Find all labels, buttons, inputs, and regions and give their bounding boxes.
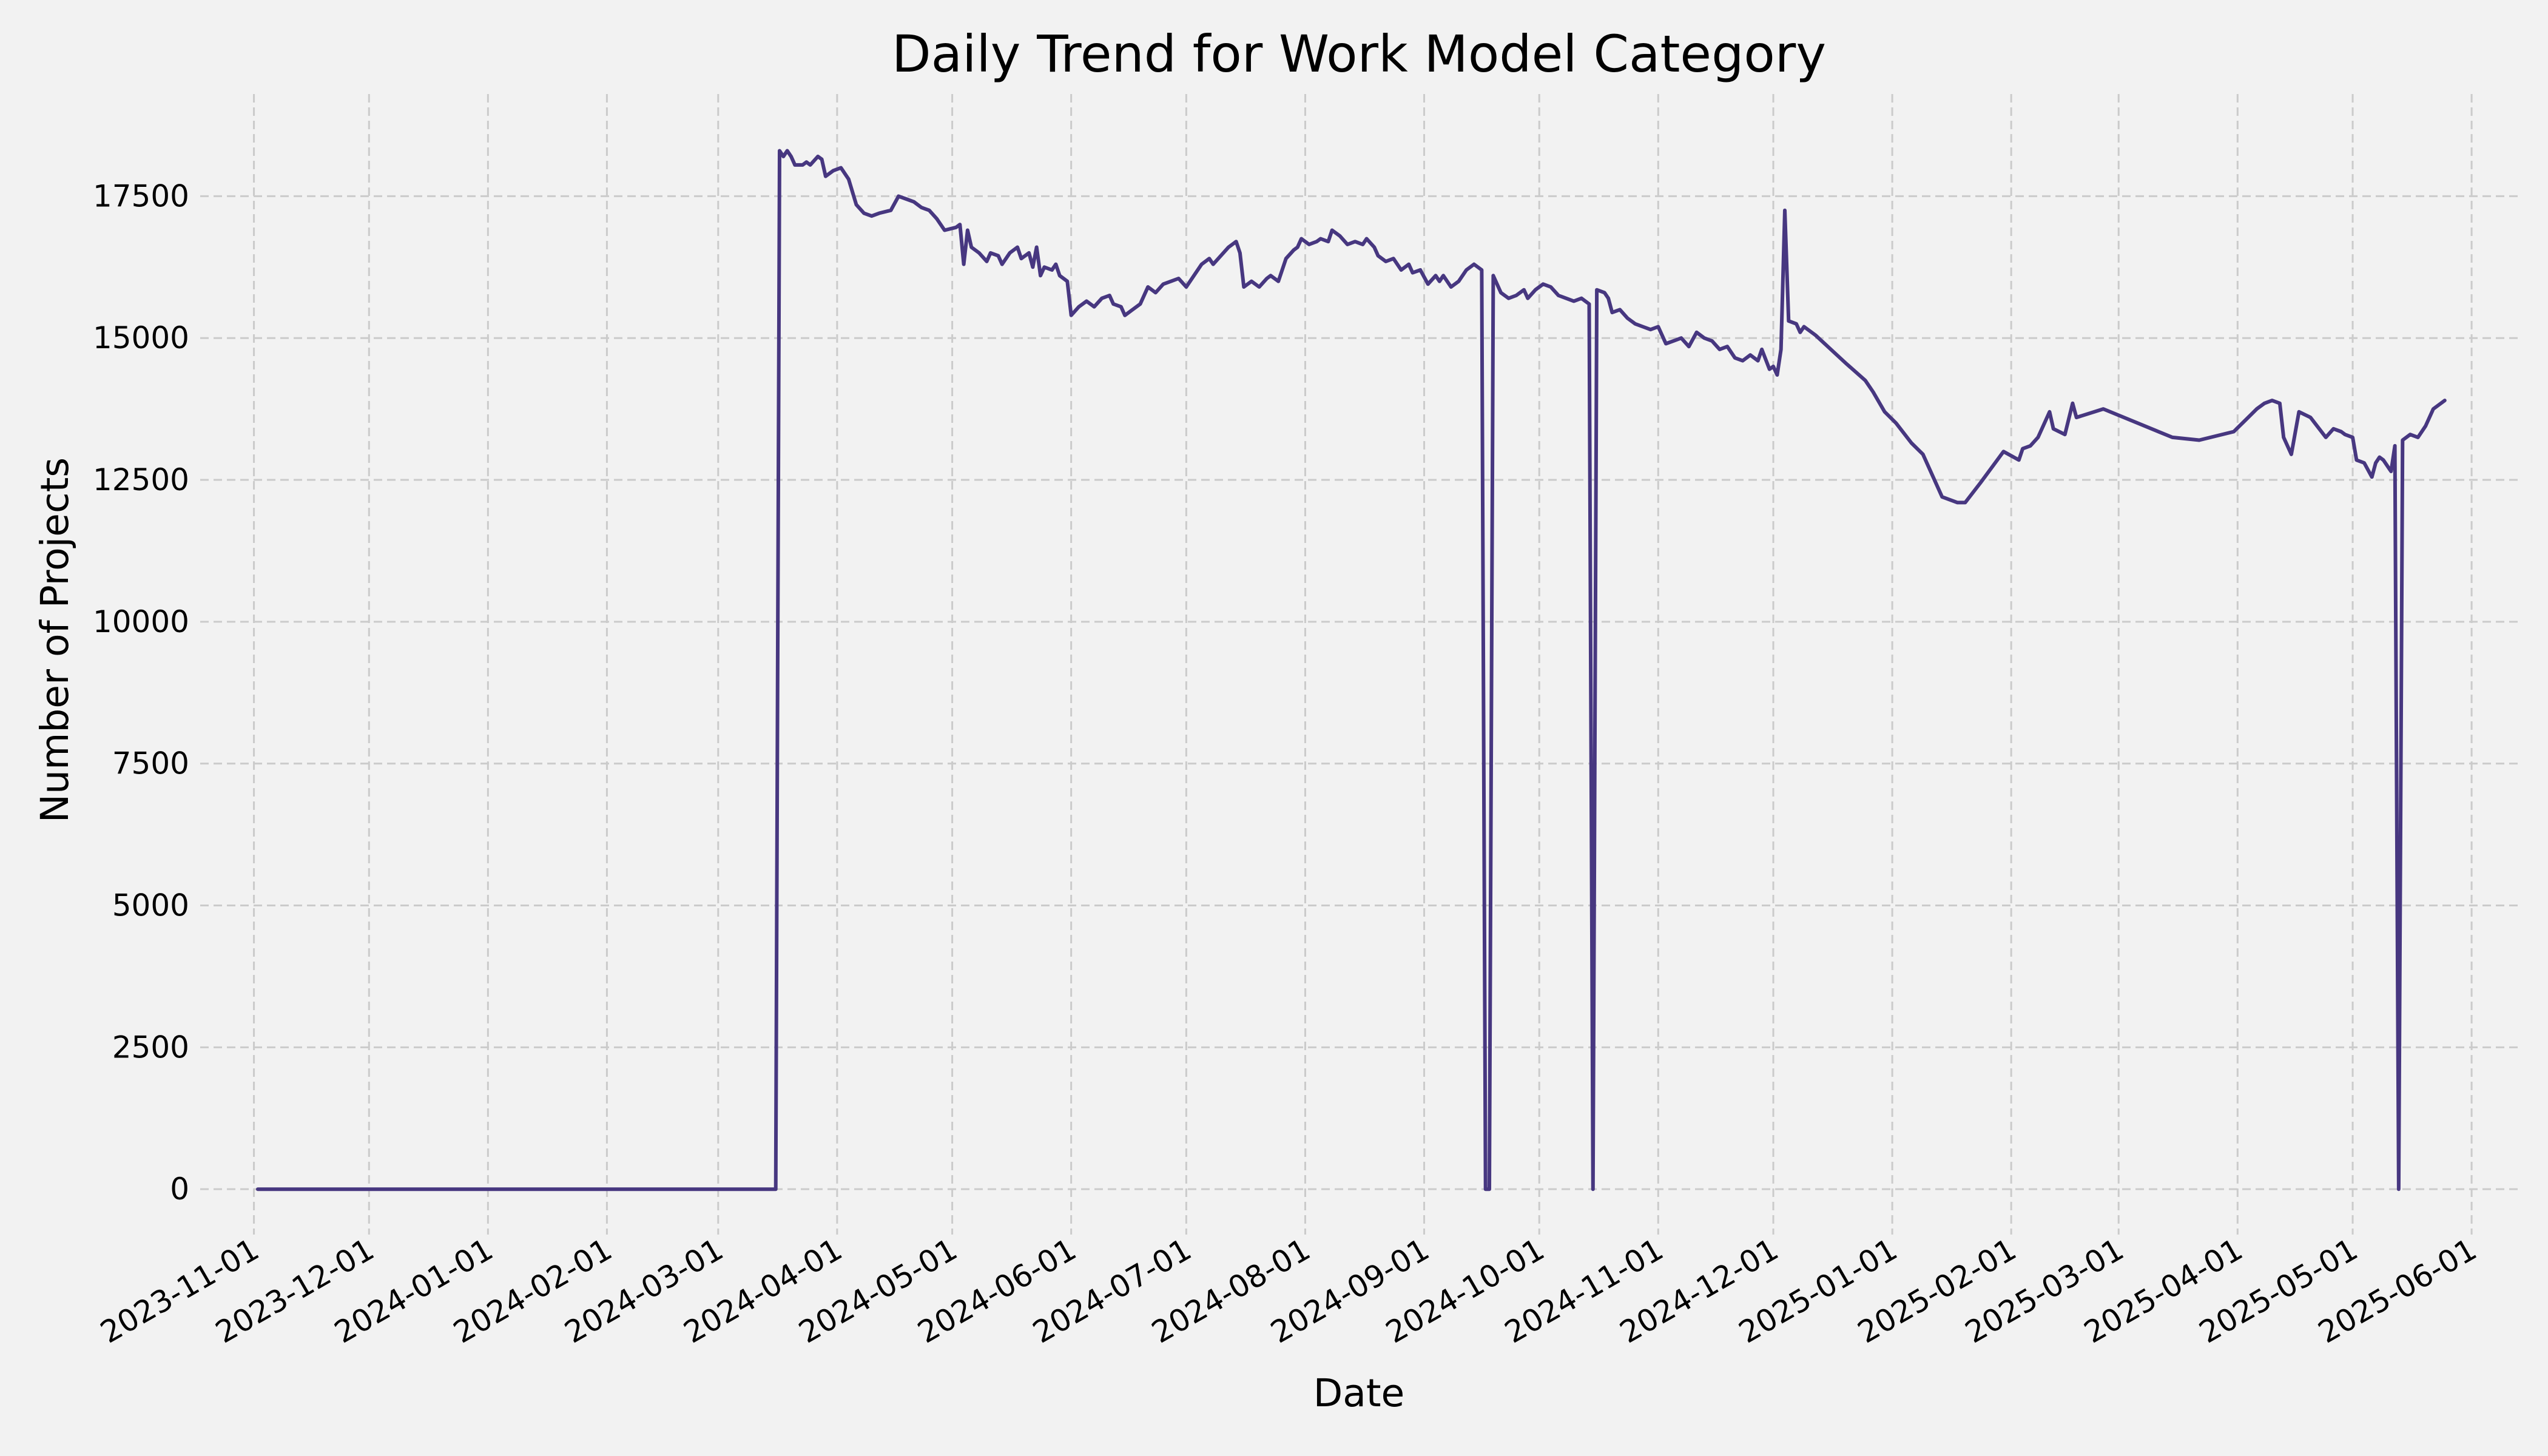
y-tick-label: 15000 — [93, 320, 189, 356]
y-axis-label: Number of Projects — [33, 457, 77, 823]
y-tick-label: 0 — [170, 1171, 189, 1207]
y-axis-ticks: 0 2500 5000 7500 10000 12500 15000 17500 — [93, 178, 189, 1207]
series-line — [255, 149, 2447, 1191]
y-tick-label: 2500 — [112, 1030, 189, 1065]
x-axis-label: Date — [1313, 1371, 1405, 1415]
y-tick-label: 10000 — [93, 604, 189, 639]
y-tick-label: 17500 — [93, 178, 189, 214]
y-tick-label: 5000 — [112, 888, 189, 923]
chart-title: Daily Trend for Work Model Category — [892, 24, 1826, 84]
y-tick-label: 12500 — [93, 462, 189, 497]
series-layer — [255, 149, 2447, 1191]
y-tick-label: 7500 — [112, 746, 189, 781]
